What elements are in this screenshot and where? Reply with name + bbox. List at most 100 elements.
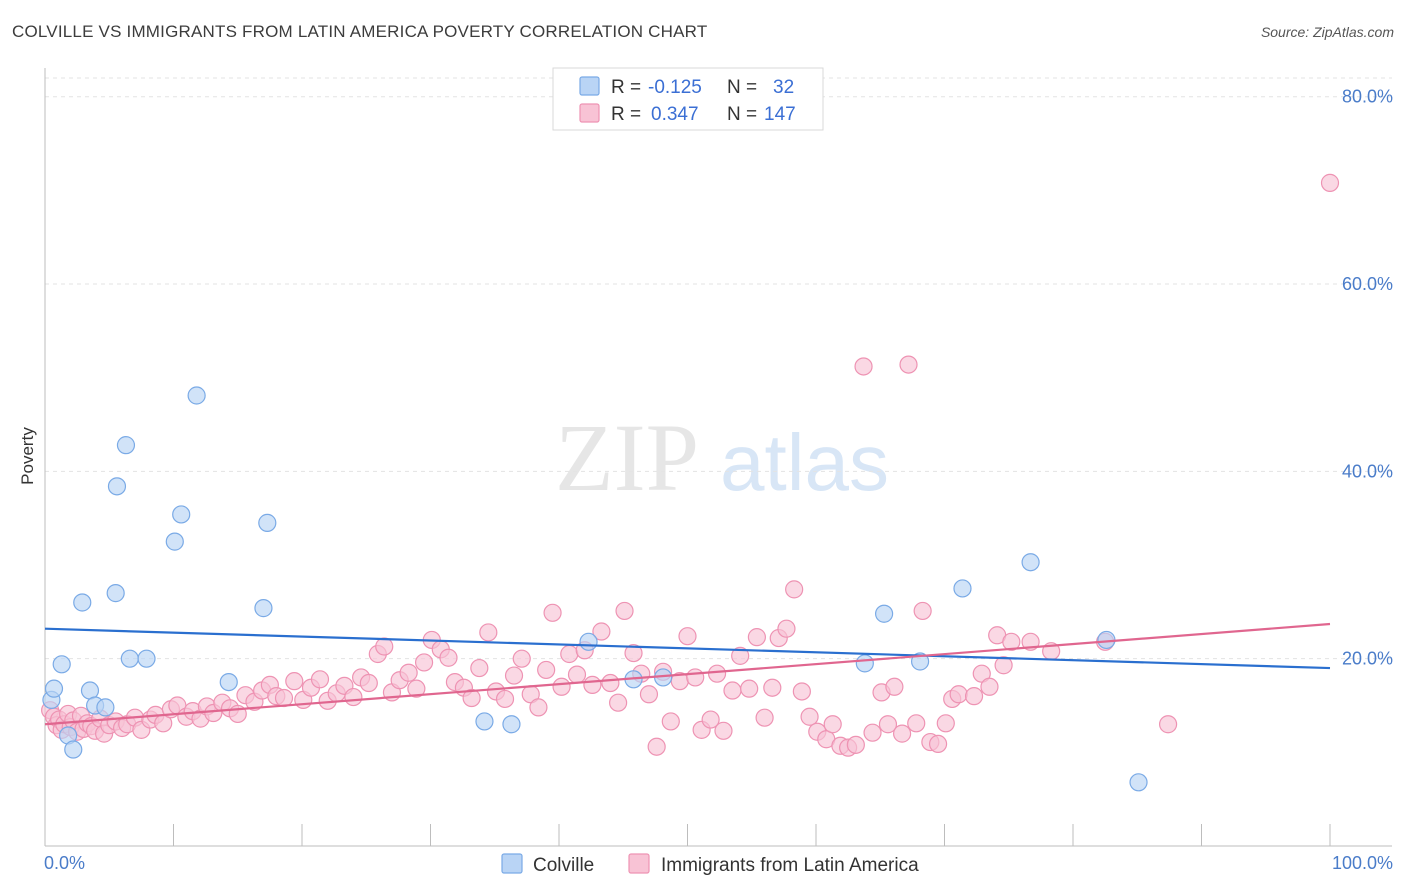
- latin-america-point-61: [439, 648, 458, 667]
- latin-america-point-110: [823, 715, 842, 734]
- latin-america-point-66: [479, 623, 498, 642]
- colville-point-19: [258, 513, 277, 532]
- latin-america-point-132: [994, 656, 1013, 675]
- colville-point-25: [855, 654, 874, 673]
- bottom-legend-label-colville: Colville: [533, 855, 594, 876]
- latin-america-point-114: [854, 357, 873, 376]
- colville-point-14: [165, 532, 184, 551]
- latin-america-point-137: [1158, 715, 1178, 734]
- latin-america-point-82: [609, 693, 628, 712]
- legend-r-value-colville: -0.125: [648, 77, 702, 98]
- colville-point-5: [73, 593, 92, 612]
- y-tick-label-3: 80.0%: [1342, 87, 1393, 107]
- colville-point-9: [107, 477, 127, 496]
- latin-america-point-138: [1320, 173, 1340, 192]
- legend-n-value-colville: 32: [773, 77, 794, 98]
- latin-america-point-64: [462, 688, 481, 708]
- latin-america-point-83: [615, 601, 634, 621]
- colville-point-15: [172, 505, 191, 524]
- grid-lines: [45, 77, 1392, 660]
- colville-point-22: [579, 632, 598, 651]
- colville-point-1: [44, 679, 64, 698]
- colville-point-2: [52, 655, 71, 674]
- colville-trend-line: [44, 627, 1331, 670]
- latin-america-point-107: [800, 707, 819, 726]
- x-tick-labels: 0.0% 100.0%: [44, 853, 1393, 873]
- latin-america-point-77: [567, 665, 587, 684]
- latin-america-point-91: [678, 627, 697, 646]
- latin-america-point-81: [601, 673, 620, 693]
- colville-point-26: [875, 604, 894, 623]
- latin-america-point-84: [624, 643, 643, 663]
- latin-america-point-115: [863, 723, 882, 742]
- latin-america-point-86: [639, 685, 659, 704]
- latin-america-point-65: [470, 658, 489, 678]
- colville-point-28: [953, 579, 972, 598]
- latin-america-point-104: [777, 619, 796, 638]
- latin-america-point-118: [885, 677, 904, 696]
- latin-america-point-80: [592, 622, 611, 641]
- latin-america-point-76: [560, 644, 579, 664]
- y-tick-label-1: 40.0%: [1342, 461, 1393, 481]
- latin-america-point-58: [414, 653, 434, 672]
- x-tick-label-1: 100.0%: [1332, 853, 1393, 873]
- latin-america-point-56: [399, 663, 418, 682]
- latin-america-point-120: [899, 355, 918, 374]
- latin-america-point-41: [274, 688, 294, 708]
- legend-n-label-latin-america: N =: [727, 104, 757, 125]
- legend-r-label-colville: R =: [611, 77, 641, 98]
- latin-america-point-42: [285, 672, 304, 691]
- watermark-atlas: atlas: [720, 418, 889, 507]
- latin-america-point-87: [647, 737, 666, 756]
- legend-swatch-colville: [579, 76, 600, 96]
- colville-point-18: [254, 599, 273, 618]
- latin-america-point-99: [740, 679, 759, 698]
- colville-point-12: [120, 649, 139, 668]
- y-tick-label-2: 60.0%: [1342, 274, 1393, 294]
- latin-america-point-119: [892, 724, 912, 743]
- latin-america-point-73: [537, 660, 556, 680]
- latin-america-point-70: [512, 649, 531, 668]
- latin-america-point-117: [878, 715, 898, 734]
- colville-point-8: [96, 698, 115, 717]
- latin-america-point-113: [846, 735, 865, 754]
- latin-america-point-49: [344, 687, 363, 707]
- colville-point-4: [64, 740, 83, 759]
- latin-america-point-133: [1002, 632, 1021, 651]
- latin-america-point-74: [543, 603, 562, 622]
- latin-america-point-121: [907, 714, 926, 733]
- latin-america-point-128: [964, 687, 984, 706]
- bottom-legend-swatch-latin-america: [628, 853, 650, 874]
- latin-america-point-51: [359, 673, 378, 693]
- latin-america-point-100: [747, 628, 766, 647]
- top-legend: R = -0.125 N = 32 R = 0.347 N = 147: [552, 67, 824, 131]
- latin-america-point-101: [755, 708, 774, 727]
- latin-america-point-53: [375, 637, 394, 656]
- legend-n-label-colville: N =: [727, 77, 757, 98]
- latin-america-point-75: [552, 677, 571, 696]
- latin-america-point-96: [714, 721, 733, 740]
- source-label: Source: ZipAtlas.com: [1260, 24, 1394, 40]
- latin-america-point-124: [928, 734, 948, 754]
- x-tick-label-0: 0.0%: [44, 853, 85, 873]
- colville-point-13: [137, 649, 156, 668]
- latin-america-point-92: [686, 668, 705, 687]
- latin-america-point-68: [495, 689, 515, 709]
- latin-america-trend-line: [44, 622, 1331, 726]
- watermark-zip: ZIP: [555, 404, 699, 511]
- latin-america-point-57: [407, 679, 426, 698]
- latin-america-point-105: [785, 580, 804, 599]
- colville-point-21: [502, 715, 521, 734]
- latin-america-point-95: [707, 664, 727, 683]
- latin-america-point-98: [731, 646, 750, 665]
- bottom-legend-swatch-colville: [501, 853, 523, 874]
- latin-america-point-127: [949, 685, 968, 704]
- y-axis-title: Poverty: [18, 427, 37, 485]
- latin-america-point-130: [980, 677, 999, 696]
- y-tick-label-0: 20.0%: [1342, 649, 1393, 669]
- colville-point-29: [1021, 553, 1040, 572]
- colville-point-20: [475, 712, 494, 731]
- latin-america-point-106: [792, 682, 811, 701]
- colville-point-16: [187, 386, 206, 405]
